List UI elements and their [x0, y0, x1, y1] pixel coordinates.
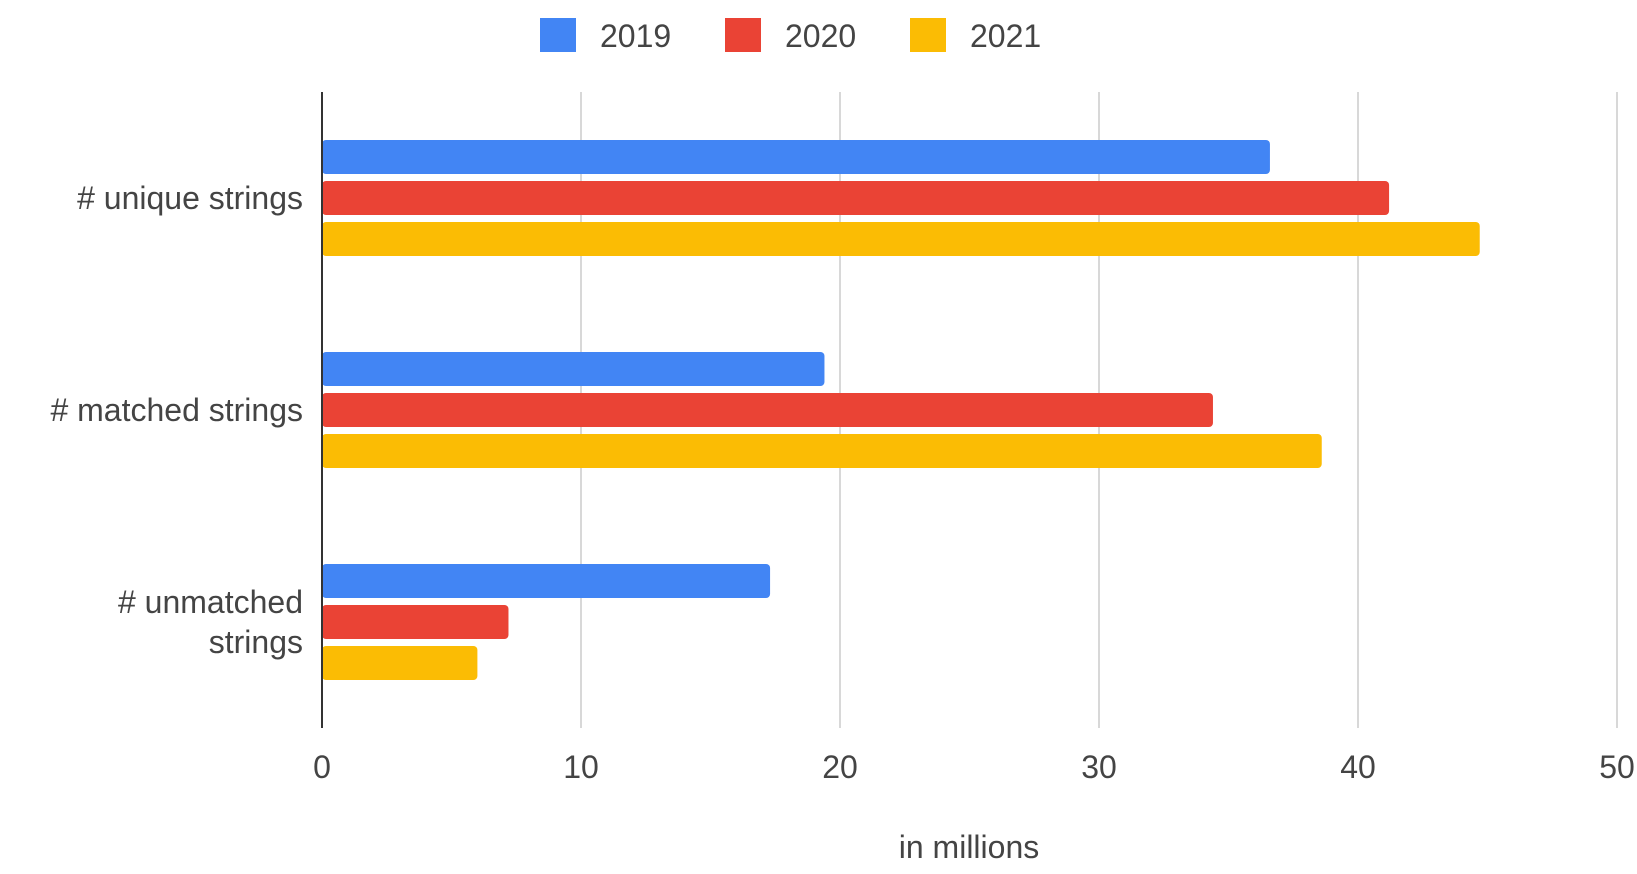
bar-2021-2 [322, 646, 478, 680]
category-label: # unique strings [77, 180, 303, 216]
x-tick-label: 20 [822, 749, 858, 785]
x-tick-label: 30 [1081, 749, 1117, 785]
x-tick-label: 10 [563, 749, 599, 785]
bar-2020-1 [322, 393, 1213, 427]
legend-label: 2019 [600, 18, 671, 54]
legend-label: 2021 [970, 18, 1041, 54]
category-label-line: strings [209, 624, 303, 660]
bar-2020-0 [322, 181, 1390, 215]
bar-2019-0 [322, 140, 1270, 174]
bar-2019-2 [322, 564, 771, 598]
x-tick-label: 50 [1599, 749, 1635, 785]
category-labels: # unique strings # matched strings # unmat… [50, 180, 303, 660]
category-label-line: # matched strings [50, 392, 303, 428]
category-label-line: # unmatched [118, 584, 303, 620]
bar-2020-2 [322, 605, 509, 639]
bar-2019-1 [322, 352, 825, 386]
legend-swatch-2021 [910, 18, 946, 52]
legend-swatch-2020 [725, 18, 761, 52]
bar-2021-0 [322, 222, 1480, 256]
bar-2021-1 [322, 434, 1322, 468]
legend-swatch-2019 [540, 18, 576, 52]
legend-label: 2020 [785, 18, 856, 54]
x-axis-title: in millions [899, 829, 1039, 865]
legend: 2019 2020 2021 [540, 18, 1041, 54]
bars [322, 140, 1480, 680]
category-label: # unmatched strings [118, 584, 303, 660]
category-label: # matched strings [50, 392, 303, 428]
category-label-line: # unique strings [77, 180, 303, 216]
x-tick-labels: 0 10 20 30 40 50 [313, 749, 1635, 785]
x-tick-label: 0 [313, 749, 331, 785]
x-tick-label: 40 [1340, 749, 1376, 785]
